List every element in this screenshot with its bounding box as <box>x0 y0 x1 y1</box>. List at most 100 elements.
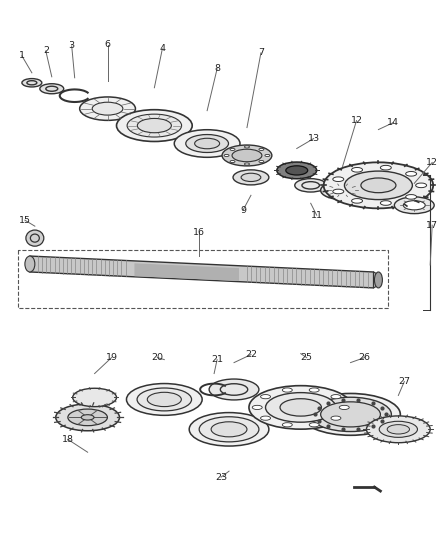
Ellipse shape <box>40 84 64 94</box>
Text: 21: 21 <box>211 355 223 364</box>
Text: 3: 3 <box>69 42 75 51</box>
Ellipse shape <box>295 179 327 192</box>
Ellipse shape <box>331 416 341 420</box>
Ellipse shape <box>252 405 262 409</box>
Text: 8: 8 <box>214 64 220 74</box>
Ellipse shape <box>138 118 171 133</box>
Ellipse shape <box>352 199 363 203</box>
Text: 14: 14 <box>387 118 399 127</box>
Ellipse shape <box>331 394 341 399</box>
Ellipse shape <box>283 388 292 392</box>
Text: 15: 15 <box>19 216 31 225</box>
Ellipse shape <box>352 167 363 172</box>
Ellipse shape <box>25 256 35 272</box>
Ellipse shape <box>244 163 250 165</box>
Text: 17: 17 <box>426 221 438 230</box>
Ellipse shape <box>374 272 382 288</box>
Ellipse shape <box>224 155 229 157</box>
Text: 16: 16 <box>193 228 205 237</box>
Text: 12: 12 <box>426 158 438 167</box>
Text: 20: 20 <box>152 353 163 362</box>
Text: 4: 4 <box>159 44 165 53</box>
Ellipse shape <box>222 145 272 166</box>
Ellipse shape <box>379 421 417 438</box>
Ellipse shape <box>302 182 319 189</box>
Text: 11: 11 <box>311 211 323 220</box>
Ellipse shape <box>403 200 425 210</box>
Text: 1: 1 <box>19 51 25 60</box>
Ellipse shape <box>81 415 94 420</box>
Ellipse shape <box>309 423 319 427</box>
Ellipse shape <box>230 160 235 163</box>
Text: 23: 23 <box>215 473 227 482</box>
Text: 22: 22 <box>245 350 257 359</box>
Ellipse shape <box>406 195 417 199</box>
Ellipse shape <box>117 110 192 141</box>
Ellipse shape <box>92 102 123 115</box>
Ellipse shape <box>265 155 270 157</box>
Ellipse shape <box>331 185 355 196</box>
Ellipse shape <box>259 160 264 163</box>
Ellipse shape <box>333 189 344 194</box>
Text: 26: 26 <box>358 353 371 362</box>
Polygon shape <box>134 263 239 281</box>
Ellipse shape <box>321 402 381 427</box>
Ellipse shape <box>380 165 391 170</box>
Ellipse shape <box>127 384 202 415</box>
Ellipse shape <box>209 379 259 400</box>
Ellipse shape <box>80 97 135 120</box>
Ellipse shape <box>406 172 417 176</box>
Ellipse shape <box>301 393 400 435</box>
Ellipse shape <box>416 183 427 188</box>
Text: 7: 7 <box>258 49 264 58</box>
Text: 9: 9 <box>240 206 246 215</box>
Ellipse shape <box>147 392 181 407</box>
Ellipse shape <box>265 393 336 422</box>
Ellipse shape <box>280 399 321 416</box>
Ellipse shape <box>174 130 240 157</box>
Ellipse shape <box>68 409 107 426</box>
Ellipse shape <box>73 388 117 407</box>
Ellipse shape <box>339 405 349 409</box>
Ellipse shape <box>309 388 319 392</box>
Ellipse shape <box>194 138 219 149</box>
Ellipse shape <box>361 178 396 193</box>
Ellipse shape <box>333 177 344 182</box>
Ellipse shape <box>230 148 235 150</box>
Ellipse shape <box>310 397 392 432</box>
Text: 18: 18 <box>62 435 74 444</box>
Ellipse shape <box>261 394 271 399</box>
Ellipse shape <box>394 197 434 214</box>
Text: 19: 19 <box>106 353 117 362</box>
Polygon shape <box>30 256 374 288</box>
Ellipse shape <box>30 234 39 242</box>
Ellipse shape <box>277 162 317 179</box>
Text: 6: 6 <box>105 41 110 50</box>
Ellipse shape <box>211 422 247 437</box>
Ellipse shape <box>220 384 248 395</box>
Ellipse shape <box>241 173 261 182</box>
Ellipse shape <box>26 230 44 246</box>
Ellipse shape <box>261 416 271 420</box>
Text: 13: 13 <box>307 134 320 143</box>
Ellipse shape <box>324 163 433 208</box>
Ellipse shape <box>189 413 269 446</box>
Text: 2: 2 <box>43 46 49 55</box>
Ellipse shape <box>344 171 412 199</box>
Polygon shape <box>374 272 381 288</box>
Ellipse shape <box>199 417 259 442</box>
Ellipse shape <box>137 388 191 411</box>
Ellipse shape <box>244 146 250 148</box>
Ellipse shape <box>127 114 182 137</box>
Ellipse shape <box>259 148 264 150</box>
Ellipse shape <box>321 181 364 199</box>
Ellipse shape <box>232 149 262 161</box>
Text: 27: 27 <box>398 377 410 386</box>
Text: 12: 12 <box>350 116 363 125</box>
Ellipse shape <box>233 170 269 185</box>
Ellipse shape <box>380 201 391 205</box>
Ellipse shape <box>27 80 37 85</box>
Ellipse shape <box>387 425 410 434</box>
Ellipse shape <box>46 86 58 91</box>
Ellipse shape <box>249 386 353 429</box>
